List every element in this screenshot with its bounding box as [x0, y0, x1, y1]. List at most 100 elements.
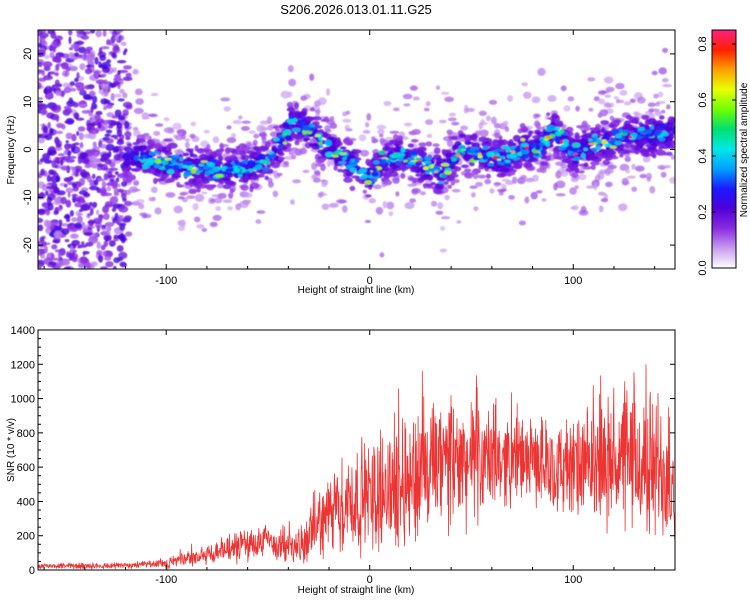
spectrogram-blob: [166, 144, 171, 152]
spectrogram-blob: [232, 165, 239, 169]
spectrogram-blob: [488, 99, 498, 105]
spectrogram-blob: [266, 116, 273, 124]
spectrogram-blob: [105, 143, 115, 151]
spectrogram-blob: [415, 157, 424, 161]
spectrogram-blob: [309, 107, 315, 112]
spectrogram-blob: [96, 118, 104, 123]
spectrogram-blob: [65, 251, 70, 258]
spectrogram-blob: [82, 250, 86, 256]
spectrogram-blob: [275, 125, 280, 132]
spectrogram-blob: [43, 245, 49, 254]
spectrogram-blob: [113, 234, 119, 239]
spectrogram-blob: [514, 147, 521, 153]
spectrogram-blob: [100, 46, 110, 50]
spectrogram-blob: [460, 125, 467, 130]
spectrogram-blob: [528, 130, 534, 134]
spectrogram-blob: [364, 219, 371, 224]
spectrogram-blob: [337, 168, 343, 173]
spectrogram-blob: [651, 70, 658, 76]
spectrogram-blob: [106, 59, 112, 63]
spectrogram-blob: [436, 157, 442, 161]
spectrogram-blob: [331, 154, 339, 158]
spectrogram-blob: [415, 161, 421, 167]
spectrogram-blob: [608, 124, 616, 128]
spectrogram-blob: [143, 132, 150, 137]
spectrogram-blob: [113, 257, 121, 264]
spectrogram-blob: [108, 167, 119, 171]
spectrogram-blob: [206, 162, 213, 166]
spectrogram-blob: [42, 109, 48, 115]
spectrogram-blob: [119, 88, 125, 94]
spectrogram-blob: [90, 30, 96, 34]
spectrogram-blob: [133, 107, 144, 114]
spectrogram-blob: [102, 250, 107, 257]
spectrogram-blob: [510, 150, 516, 154]
spectrogram-blob: [212, 136, 220, 144]
spectrogram-blob: [204, 148, 213, 155]
spectrogram-blob: [591, 148, 597, 152]
spectrogram-blob: [65, 199, 72, 208]
spectrogram-blob: [125, 231, 133, 237]
spectrogram-blob: [114, 109, 122, 117]
spectrogram-blob: [105, 261, 114, 268]
spectrogram-blob: [117, 98, 125, 102]
spectrogram-blob: [338, 199, 348, 204]
spectrogram-blob: [485, 173, 491, 179]
spectrogram-blob: [248, 176, 258, 180]
spectrogram-blob: [55, 156, 60, 164]
spectrogram-blob: [642, 156, 651, 163]
spectrogram-blob: [47, 71, 56, 75]
spectrogram-blob: [324, 125, 331, 132]
spectrogram-blob: [524, 196, 530, 204]
spectrogram-blob: [43, 219, 50, 228]
colorbar-axis: 0.0 0.2 0.4 0.6 0.8: [697, 36, 736, 276]
spectrogram-blob: [555, 170, 562, 179]
spectrogram-blob: [153, 131, 161, 136]
spectrogram-blob: [437, 181, 445, 184]
spectrogram-blob: [108, 124, 114, 129]
spectrogram-blob: [415, 173, 422, 177]
spectrogram-blob: [58, 219, 63, 227]
spectrogram-blob: [79, 84, 83, 90]
spectrogram-blob: [470, 146, 480, 151]
spectrogram-blob: [117, 183, 121, 188]
spectrogram-blob: [107, 170, 113, 179]
spectrogram-blob: [572, 205, 579, 211]
spectrogram-blob: [504, 126, 510, 132]
spectrogram-blob: [55, 146, 63, 152]
spectrogram-blob: [440, 216, 451, 220]
spectrogram-blob: [423, 107, 430, 112]
spectrogram-blob: [238, 115, 243, 120]
snr-x-axis-label: Height of straight line (km): [298, 585, 415, 596]
spectrogram-blob: [164, 164, 171, 170]
spectrogram-blob: [613, 96, 619, 100]
spectrogram-blob: [113, 153, 121, 161]
spectrogram-blob: [572, 159, 579, 166]
spectrogram-blob: [432, 143, 440, 148]
spectrogram-blob: [512, 176, 518, 184]
snr-y-tick-label: 800: [17, 428, 35, 440]
spectrogram-blob: [598, 205, 604, 213]
spectrogram-blob: [574, 185, 579, 190]
spectrogram-blob: [135, 98, 144, 105]
spectrogram-blob: [172, 122, 182, 130]
spectrogram-blob: [491, 116, 497, 125]
spectrogram-blob: [40, 158, 45, 162]
spectrogram-blob: [409, 167, 417, 173]
spectrogram-blob: [461, 153, 471, 160]
spectrogram-blob: [638, 126, 645, 132]
spectrogram-blob: [666, 151, 673, 156]
spectrogram-blob: [222, 177, 232, 181]
spectrogram-blob: [240, 184, 249, 191]
spectrogram-blob: [590, 164, 596, 170]
spectrogram-blob: [662, 84, 673, 88]
spectrogram-blob: [38, 61, 43, 68]
colorbar-tick-label: 0.2: [697, 204, 709, 219]
spectrogram-blob: [329, 122, 338, 129]
spectrogram-blob: [125, 72, 132, 78]
spectrogram-blob: [425, 170, 431, 175]
spectrogram-blob: [64, 70, 68, 77]
spectrogram-blob: [163, 127, 174, 134]
spectrogram-blob: [85, 242, 94, 247]
spectrogram-blob: [540, 149, 546, 154]
